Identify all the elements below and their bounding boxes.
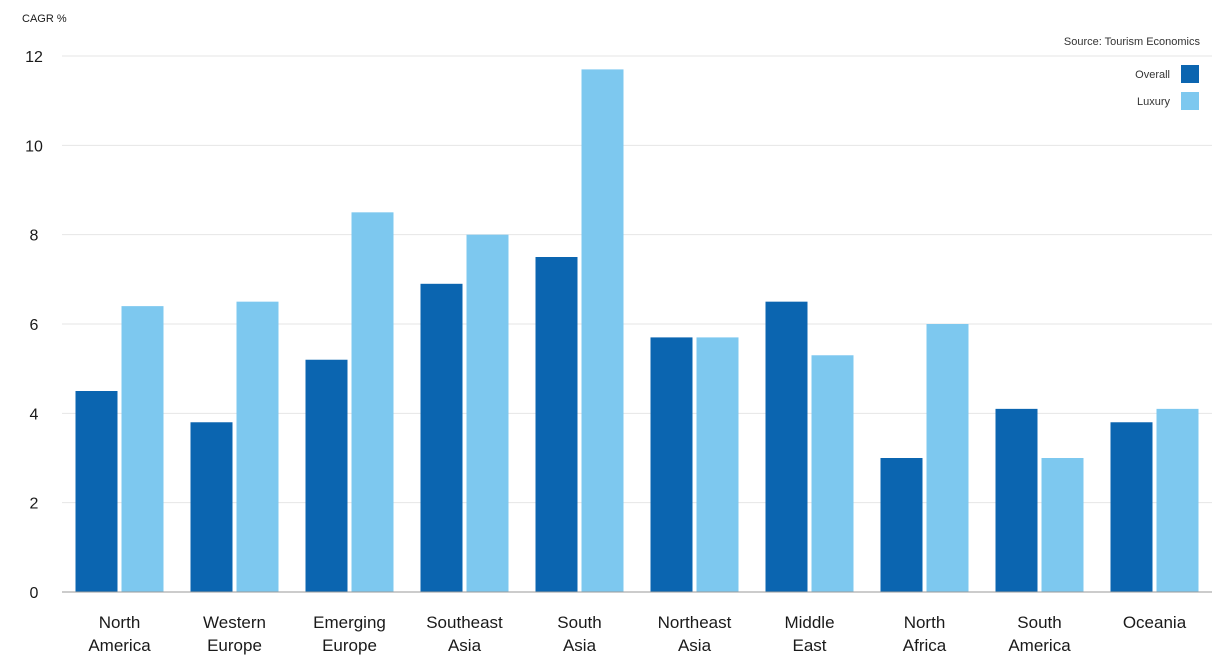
x-category-label: South	[557, 613, 601, 632]
x-category-label: Asia	[678, 636, 712, 655]
bar-luxury	[351, 212, 394, 593]
x-category-label: Europe	[207, 636, 262, 655]
gridlines	[62, 55, 1212, 504]
bar-luxury	[926, 324, 969, 592]
bar-overall	[75, 391, 118, 592]
y-axis-label: CAGR %	[22, 13, 67, 25]
x-category-label: Asia	[448, 636, 482, 655]
x-category-label: Africa	[903, 636, 947, 655]
bar-luxury	[1041, 458, 1084, 592]
x-category-label: Western	[203, 613, 266, 632]
bar-luxury	[466, 234, 509, 592]
bar-overall	[190, 422, 233, 592]
bar-overall	[765, 301, 808, 592]
bar-overall	[880, 458, 923, 592]
y-tick-label: 2	[30, 496, 39, 513]
x-category-label: South	[1017, 613, 1061, 632]
bar-overall	[1110, 422, 1153, 592]
bars	[75, 69, 1199, 593]
bar-luxury	[811, 355, 854, 592]
x-category-label: Northeast	[658, 613, 732, 632]
x-category-label: America	[1008, 636, 1071, 655]
x-category-label: East	[792, 636, 826, 655]
bar-overall	[995, 408, 1038, 592]
bar-overall	[305, 359, 348, 592]
y-tick-label: 0	[30, 585, 39, 602]
x-category-label: Middle	[784, 613, 834, 632]
bar-luxury	[236, 301, 279, 592]
legend-label-overall: Overall	[1135, 69, 1170, 81]
x-category-label: Oceania	[1123, 613, 1187, 632]
x-axis-labels: North America Western Europe Emerging Europe S…	[88, 613, 1186, 655]
y-axis-ticks: 0 2 4 6 8 10 12	[25, 49, 43, 602]
source-note: Source: Tourism Economics	[1064, 36, 1201, 48]
x-category-label: America	[88, 636, 151, 655]
x-category-label: North	[99, 613, 141, 632]
x-category-label: North	[904, 613, 946, 632]
legend-swatch-luxury	[1181, 92, 1199, 110]
legend: Overall Luxury	[1135, 65, 1199, 110]
y-tick-label: 6	[30, 317, 39, 334]
bar-overall	[420, 283, 463, 592]
bar-luxury	[696, 337, 739, 592]
y-tick-label: 12	[25, 49, 43, 66]
x-category-label: Southeast	[426, 613, 503, 632]
bar-luxury	[121, 306, 164, 592]
y-tick-label: 8	[30, 228, 39, 245]
legend-swatch-overall	[1181, 65, 1199, 83]
y-tick-label: 10	[25, 138, 43, 155]
bar-overall	[535, 257, 578, 592]
bar-luxury	[581, 69, 624, 592]
legend-label-luxury: Luxury	[1137, 96, 1171, 108]
bar-luxury	[1156, 408, 1199, 592]
x-category-label: Emerging	[313, 613, 386, 632]
y-tick-label: 4	[30, 406, 39, 423]
x-category-label: Europe	[322, 636, 377, 655]
x-category-label: Asia	[563, 636, 597, 655]
bar-overall	[650, 337, 693, 592]
